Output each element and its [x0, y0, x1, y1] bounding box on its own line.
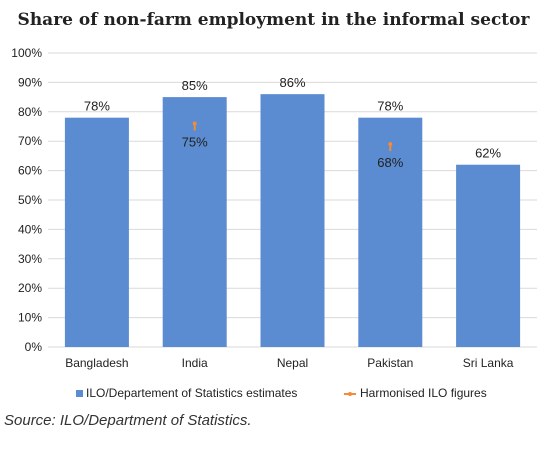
harmonised-marker-dot: [388, 142, 393, 147]
x-axis-ticks: Bangladesh India Nepal Pakistan Sri Lanka: [65, 356, 514, 370]
y-tick-label: 60%: [18, 164, 42, 178]
bar: [162, 97, 227, 347]
y-tick-label: 20%: [18, 281, 42, 295]
marker-data-label: 68%: [377, 155, 403, 170]
legend: ILO/Departement of Statistics estimates H…: [76, 386, 487, 400]
bar: [456, 164, 521, 347]
x-tick-label: Sri Lanka: [463, 356, 514, 370]
bars: 78% 85% 86% 78% 62%: [64, 75, 521, 348]
y-axis-ticks: 0% 10% 20% 30% 40% 50% 60% 70% 80% 90% 100%: [11, 46, 42, 354]
y-tick-label: 10%: [18, 311, 42, 325]
legend-swatch-bar: [76, 390, 83, 397]
y-tick-label: 90%: [18, 75, 42, 89]
marker-data-label: 75%: [182, 135, 208, 150]
bar: [358, 117, 423, 348]
chart-title: Share of non-farm employment in the info…: [17, 10, 530, 30]
bar-chart: 0% 10% 20% 30% 40% 50% 60% 70% 80% 90% 100% 78% 85%…: [11, 46, 537, 400]
harmonised-markers: 75% 68%: [182, 121, 404, 170]
y-tick-label: 0%: [25, 340, 43, 354]
source-note: Source: ILO/Department of Statistics.: [4, 412, 252, 429]
bar-data-label: 85%: [182, 78, 208, 93]
x-tick-label: Nepal: [277, 356, 308, 370]
y-tick-label: 100%: [11, 46, 42, 60]
x-tick-label: India: [182, 356, 208, 370]
bar-data-label: 86%: [279, 75, 305, 90]
y-tick-label: 50%: [18, 193, 42, 207]
y-tick-label: 40%: [18, 222, 42, 236]
bar-data-label: 78%: [84, 99, 110, 114]
bar: [64, 117, 129, 348]
x-tick-label: Bangladesh: [65, 356, 128, 370]
harmonised-marker-dot: [192, 121, 197, 126]
y-tick-label: 70%: [18, 134, 42, 148]
bar: [260, 94, 325, 347]
legend-swatch-marker-dot: [348, 392, 352, 396]
y-tick-label: 30%: [18, 252, 42, 266]
legend-label-harmonised: Harmonised ILO figures: [360, 386, 487, 400]
y-tick-label: 80%: [18, 105, 42, 119]
bar-data-label: 78%: [377, 99, 403, 114]
x-tick-label: Pakistan: [367, 356, 413, 370]
legend-label-estimates: ILO/Departement of Statistics estimates: [86, 386, 297, 400]
bar-data-label: 62%: [475, 146, 501, 161]
